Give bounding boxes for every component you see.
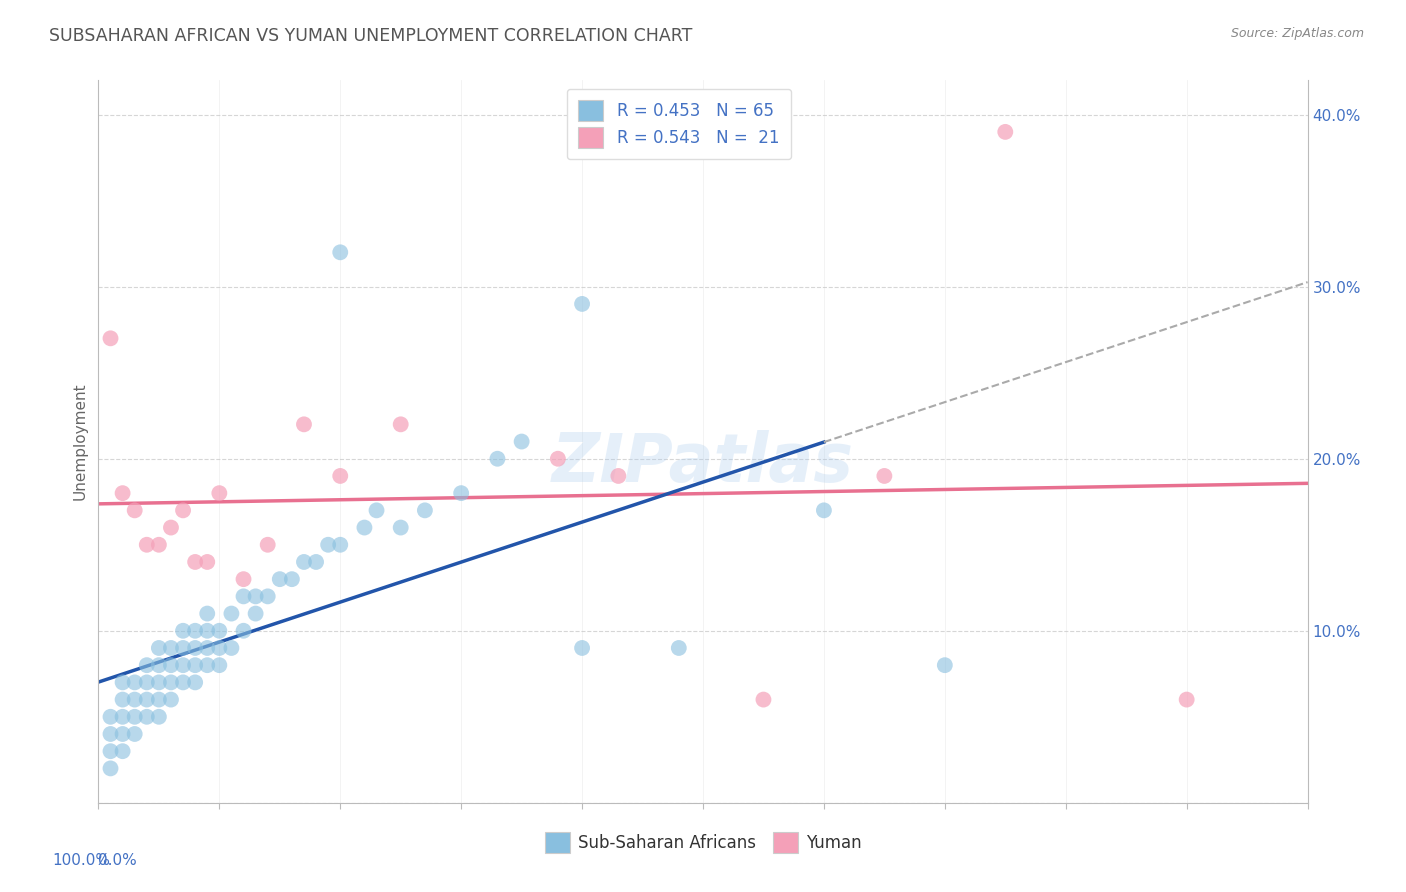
- Point: [232, 590, 254, 604]
- Point: [547, 451, 569, 466]
- Point: [607, 469, 630, 483]
- Point: [148, 640, 170, 655]
- Point: [668, 640, 690, 655]
- Point: [366, 503, 388, 517]
- Point: [172, 640, 194, 655]
- Point: [111, 675, 134, 690]
- Point: [413, 503, 436, 517]
- Point: [184, 640, 207, 655]
- Point: [148, 675, 170, 690]
- Point: [124, 675, 146, 690]
- Point: [124, 692, 146, 706]
- Point: [160, 640, 183, 655]
- Point: [100, 727, 122, 741]
- Point: [135, 710, 157, 724]
- Text: 0.0%: 0.0%: [98, 854, 138, 869]
- Point: [316, 538, 339, 552]
- Point: [100, 710, 122, 724]
- Point: [994, 125, 1017, 139]
- Point: [195, 607, 218, 621]
- Point: [329, 245, 352, 260]
- Point: [389, 417, 412, 432]
- Point: [195, 640, 218, 655]
- Point: [292, 417, 315, 432]
- Point: [232, 624, 254, 638]
- Point: [172, 675, 194, 690]
- Point: [160, 692, 183, 706]
- Point: [160, 520, 183, 534]
- Point: [450, 486, 472, 500]
- Point: [100, 761, 122, 775]
- Text: Source: ZipAtlas.com: Source: ZipAtlas.com: [1230, 27, 1364, 40]
- Point: [353, 520, 375, 534]
- Y-axis label: Unemployment: Unemployment: [72, 383, 87, 500]
- Point: [135, 538, 157, 552]
- Point: [148, 710, 170, 724]
- Point: [184, 658, 207, 673]
- Point: [111, 744, 134, 758]
- Point: [208, 624, 231, 638]
- Point: [281, 572, 304, 586]
- Point: [148, 538, 170, 552]
- Point: [100, 744, 122, 758]
- Point: [135, 692, 157, 706]
- Point: [111, 727, 134, 741]
- Point: [389, 520, 412, 534]
- Point: [148, 658, 170, 673]
- Point: [329, 538, 352, 552]
- Point: [195, 555, 218, 569]
- Point: [571, 297, 593, 311]
- Point: [1175, 692, 1198, 706]
- Point: [752, 692, 775, 706]
- Point: [160, 675, 183, 690]
- Point: [184, 555, 207, 569]
- Point: [269, 572, 291, 586]
- Point: [100, 331, 122, 345]
- Point: [245, 590, 267, 604]
- Legend: Sub-Saharan Africans, Yuman: Sub-Saharan Africans, Yuman: [538, 826, 868, 860]
- Point: [486, 451, 509, 466]
- Point: [208, 486, 231, 500]
- Point: [195, 658, 218, 673]
- Point: [245, 607, 267, 621]
- Point: [172, 624, 194, 638]
- Point: [329, 469, 352, 483]
- Point: [510, 434, 533, 449]
- Point: [934, 658, 956, 673]
- Point: [172, 658, 194, 673]
- Text: 100.0%: 100.0%: [52, 854, 111, 869]
- Point: [221, 640, 243, 655]
- Point: [305, 555, 328, 569]
- Point: [208, 658, 231, 673]
- Point: [813, 503, 835, 517]
- Point: [256, 538, 278, 552]
- Point: [124, 710, 146, 724]
- Point: [124, 503, 146, 517]
- Point: [184, 624, 207, 638]
- Point: [873, 469, 896, 483]
- Text: ZIPatlas: ZIPatlas: [553, 430, 853, 496]
- Point: [256, 590, 278, 604]
- Point: [221, 607, 243, 621]
- Point: [135, 675, 157, 690]
- Point: [571, 640, 593, 655]
- Point: [111, 486, 134, 500]
- Point: [232, 572, 254, 586]
- Point: [124, 727, 146, 741]
- Text: SUBSAHARAN AFRICAN VS YUMAN UNEMPLOYMENT CORRELATION CHART: SUBSAHARAN AFRICAN VS YUMAN UNEMPLOYMENT…: [49, 27, 693, 45]
- Point: [160, 658, 183, 673]
- Point: [172, 503, 194, 517]
- Point: [184, 675, 207, 690]
- Point: [292, 555, 315, 569]
- Point: [135, 658, 157, 673]
- Point: [111, 692, 134, 706]
- Point: [148, 692, 170, 706]
- Point: [208, 640, 231, 655]
- Point: [111, 710, 134, 724]
- Point: [195, 624, 218, 638]
